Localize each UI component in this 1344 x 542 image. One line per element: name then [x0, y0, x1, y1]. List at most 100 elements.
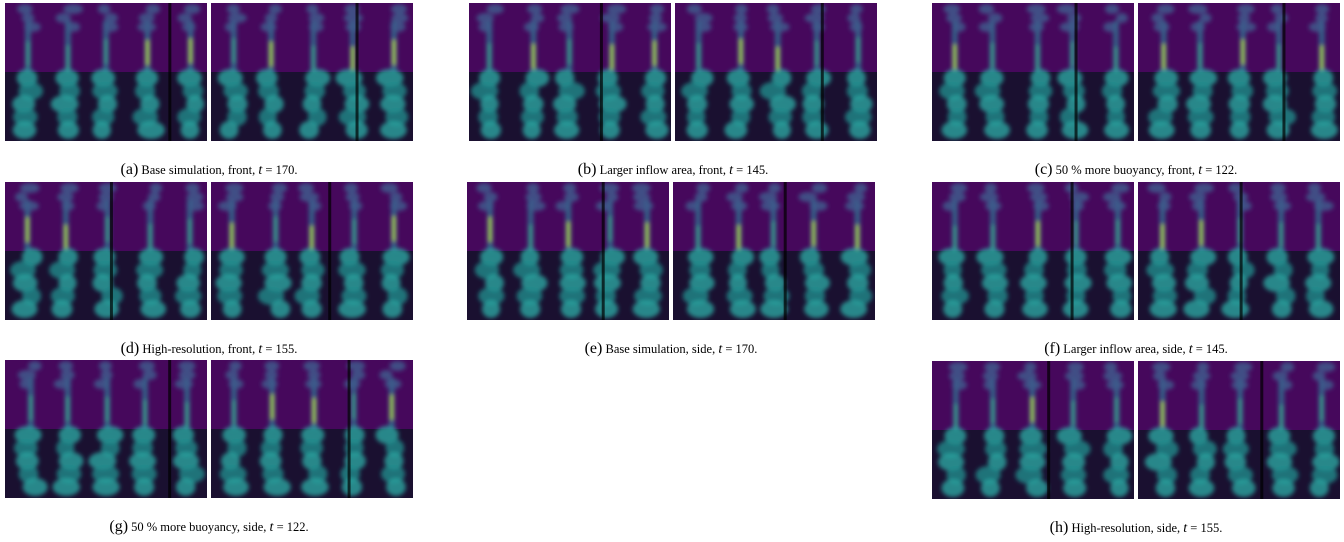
plume-head — [143, 201, 156, 211]
plume-head — [298, 183, 314, 193]
plume-body — [730, 300, 756, 318]
plume-core — [991, 225, 994, 250]
plume-head — [344, 13, 363, 23]
plume-core — [26, 41, 29, 66]
plume-head — [150, 183, 163, 193]
panel: (e) Base simulation, side, t = 170. — [467, 182, 875, 358]
plume-core — [185, 402, 188, 427]
plume-head — [148, 192, 161, 202]
plume-body — [58, 121, 79, 139]
split — [1134, 361, 1138, 499]
caption-variable: t — [729, 163, 733, 178]
caption-label: (c) — [1035, 161, 1053, 178]
plume-head — [265, 370, 278, 380]
plume-head — [1308, 183, 1322, 193]
plume-head — [57, 192, 73, 202]
plume-core — [815, 41, 818, 66]
plume-body — [1183, 300, 1209, 318]
panel-image — [5, 360, 413, 498]
plume-head — [767, 4, 780, 14]
plume-head — [1193, 371, 1210, 381]
plume-core — [64, 225, 67, 250]
panel: (f) Larger inflow area, side, t = 145. — [932, 182, 1340, 358]
plume-head — [305, 379, 321, 389]
caption: (e) Base simulation, side, t = 170. — [467, 340, 875, 358]
plume-body — [1110, 479, 1128, 497]
plume-body — [13, 121, 37, 139]
separator — [110, 182, 113, 320]
plume-body — [301, 478, 329, 496]
plume-head — [265, 13, 277, 23]
plume-core — [812, 221, 815, 246]
plume-head — [563, 183, 576, 193]
plume-core — [29, 395, 32, 420]
plume-body — [301, 300, 321, 318]
caption-label: (g) — [109, 518, 128, 535]
plume-head — [601, 13, 621, 23]
plume-body — [840, 300, 867, 318]
caption-text: Base simulation, side, — [605, 342, 715, 356]
plume-head — [60, 183, 78, 193]
plume-core — [353, 219, 356, 244]
caption-label: (f) — [1044, 340, 1060, 357]
plume-head — [309, 22, 324, 32]
plume-head — [1103, 192, 1121, 202]
figure: (a) Base simulation, front, t = 170. (b)… — [0, 0, 1344, 542]
plume-core — [568, 40, 571, 65]
plume-head — [380, 183, 398, 193]
plume-body — [1221, 300, 1249, 318]
plume-head — [979, 22, 995, 32]
plume-head — [526, 192, 542, 202]
plume-head — [647, 22, 667, 32]
plume-body — [263, 478, 290, 496]
plume-body — [1230, 121, 1249, 139]
caption-text: High-resolution, side, — [1071, 521, 1180, 535]
plume-core — [653, 41, 656, 66]
plume-head — [983, 371, 999, 381]
plume-head — [1191, 22, 1206, 32]
plume-head — [735, 4, 747, 14]
plume-head — [984, 380, 996, 390]
plume-head — [94, 379, 109, 389]
caption: (c) 50 % more buoyancy, front, t = 122. — [932, 161, 1340, 179]
caption-label: (h) — [1050, 519, 1069, 536]
plume-head — [67, 22, 81, 32]
plume-head — [1270, 183, 1285, 193]
plume-head — [1275, 13, 1288, 23]
plume-core — [313, 398, 316, 423]
plume-head — [988, 13, 1003, 23]
separator — [1260, 361, 1263, 499]
plume-body — [1026, 479, 1048, 497]
plume-head — [1151, 13, 1164, 23]
plume-core — [697, 43, 700, 68]
plume-body — [1022, 300, 1048, 318]
plume-head — [1232, 380, 1249, 390]
plume-body — [23, 478, 48, 496]
plume-head — [850, 4, 863, 14]
plume-body — [386, 478, 406, 496]
plume-head — [1158, 380, 1174, 390]
plume-body — [984, 300, 1004, 318]
plume-head — [1027, 183, 1045, 193]
plume-core — [953, 44, 956, 69]
plume-body — [1310, 479, 1329, 497]
plume-head — [484, 192, 498, 202]
caption-label: (e) — [585, 340, 603, 357]
plume-body — [94, 300, 119, 318]
plume-head — [345, 22, 360, 32]
plume-head — [731, 201, 747, 211]
caption-text: Larger inflow area, front, — [600, 163, 726, 177]
plume-head — [1147, 183, 1165, 193]
plume-head — [798, 192, 817, 202]
plume-head — [1309, 22, 1326, 32]
plume-head — [984, 183, 996, 193]
plume-body — [1311, 121, 1338, 139]
plume-head — [1314, 201, 1334, 211]
plume-head — [733, 22, 747, 32]
plume-head — [1103, 22, 1117, 32]
plume-head — [134, 379, 146, 389]
plume-head — [1158, 201, 1171, 211]
panel: (h) High-resolution, side, t = 155. — [932, 361, 1340, 537]
caption: (b) Larger inflow area, front, t = 145. — [469, 161, 877, 179]
plume-head — [1280, 380, 1292, 390]
